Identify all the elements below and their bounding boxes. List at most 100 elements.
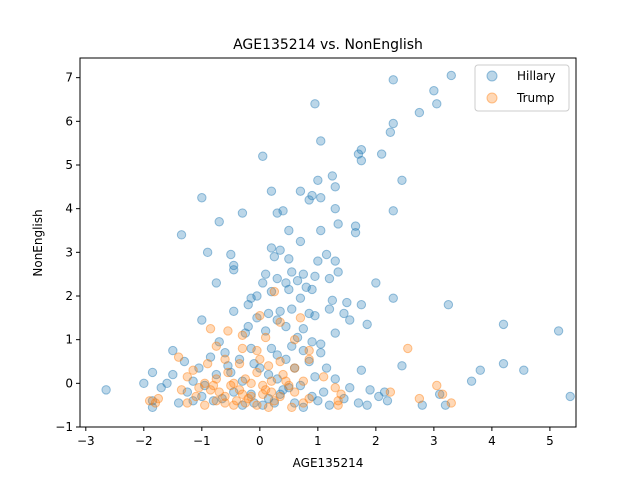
data-point-trump bbox=[289, 363, 300, 373]
data-point-hillary bbox=[417, 400, 427, 410]
data-point-hillary bbox=[307, 190, 317, 201]
data-point-hillary bbox=[252, 291, 262, 301]
data-point-hillary bbox=[179, 356, 190, 367]
data-point-hillary bbox=[223, 361, 233, 371]
data-point-trump bbox=[275, 356, 285, 367]
data-point-hillary bbox=[287, 267, 297, 277]
data-point-hillary bbox=[304, 195, 314, 205]
x-tick-label: 0 bbox=[256, 434, 264, 448]
data-point-hillary bbox=[345, 383, 355, 393]
x-tick-label: 3 bbox=[430, 434, 438, 448]
y-tick-label: −1 bbox=[55, 420, 73, 434]
data-point-hillary bbox=[434, 389, 445, 399]
data-point-trump bbox=[231, 396, 242, 406]
data-point-hillary bbox=[318, 387, 329, 397]
data-point-trump bbox=[240, 398, 251, 408]
y-tick-label: 0 bbox=[65, 376, 73, 390]
data-point-trump bbox=[269, 396, 280, 406]
data-point-hillary bbox=[310, 310, 320, 321]
data-point-trump bbox=[188, 365, 198, 375]
data-point-hillary bbox=[385, 127, 396, 137]
data-point-hillary bbox=[197, 391, 207, 402]
data-point-trump bbox=[446, 398, 456, 408]
data-point-hillary bbox=[234, 354, 245, 365]
data-point-hillary bbox=[330, 182, 340, 192]
data-point-hillary bbox=[249, 358, 259, 369]
data-point-trump bbox=[258, 389, 268, 399]
data-point-hillary bbox=[292, 332, 303, 343]
data-point-trump bbox=[437, 389, 448, 399]
data-point-trump bbox=[333, 396, 343, 406]
x-tick-label: −2 bbox=[135, 434, 153, 448]
data-point-trump bbox=[226, 380, 236, 391]
data-point-trump bbox=[263, 402, 274, 413]
data-point-trump bbox=[229, 400, 239, 410]
data-point-trump bbox=[255, 354, 265, 365]
data-point-hillary bbox=[269, 251, 280, 262]
data-point-hillary bbox=[356, 365, 367, 375]
plot-points bbox=[101, 70, 575, 413]
data-point-trump bbox=[200, 378, 210, 389]
data-point-hillary bbox=[327, 171, 338, 181]
data-point-hillary bbox=[156, 383, 166, 393]
data-point-hillary bbox=[205, 352, 216, 362]
data-point-trump bbox=[252, 345, 262, 356]
data-point-trump bbox=[304, 345, 314, 356]
data-point-hillary bbox=[350, 227, 361, 238]
data-point-trump bbox=[403, 343, 413, 354]
data-point-hillary bbox=[388, 75, 398, 85]
data-point-hillary bbox=[330, 203, 340, 214]
data-point-hillary bbox=[388, 118, 398, 129]
data-point-hillary bbox=[255, 363, 265, 373]
data-point-trump bbox=[432, 380, 442, 391]
data-point-hillary bbox=[252, 313, 262, 323]
legend-label-hillary: Hillary bbox=[517, 69, 555, 83]
data-point-hillary bbox=[330, 328, 340, 338]
data-point-hillary bbox=[292, 276, 303, 286]
data-point-trump bbox=[237, 343, 248, 354]
data-point-trump bbox=[336, 389, 346, 399]
y-tick-label: 4 bbox=[65, 202, 73, 216]
data-point-hillary bbox=[147, 396, 158, 406]
y-tick-label: 1 bbox=[65, 333, 73, 347]
data-point-trump bbox=[237, 330, 248, 340]
legend: Hillary Trump bbox=[474, 64, 570, 112]
data-point-hillary bbox=[275, 306, 285, 316]
data-point-trump bbox=[275, 391, 285, 402]
data-point-hillary bbox=[304, 356, 314, 367]
data-point-trump bbox=[287, 402, 297, 413]
x-tick-label: 1 bbox=[314, 434, 322, 448]
data-point-hillary bbox=[388, 206, 398, 216]
data-point-hillary bbox=[353, 398, 364, 408]
data-point-hillary bbox=[168, 369, 178, 380]
data-point-trump bbox=[260, 332, 271, 343]
x-axis-label: AGE135214 bbox=[293, 456, 364, 470]
data-point-hillary bbox=[307, 337, 317, 347]
data-point-trump bbox=[205, 385, 216, 395]
data-point-hillary bbox=[260, 326, 271, 336]
data-point-hillary bbox=[197, 193, 207, 203]
data-point-trump bbox=[295, 313, 306, 323]
data-point-hillary bbox=[362, 400, 372, 410]
data-point-hillary bbox=[237, 208, 248, 218]
x-tick-label: 4 bbox=[488, 434, 496, 448]
data-point-trump bbox=[237, 389, 248, 399]
data-point-trump bbox=[176, 385, 187, 395]
data-point-hillary bbox=[356, 155, 367, 166]
data-point-hillary bbox=[272, 273, 282, 284]
data-point-trump bbox=[275, 317, 285, 327]
data-point-hillary bbox=[345, 315, 355, 325]
data-point-trump bbox=[200, 400, 210, 410]
data-point-hillary bbox=[246, 389, 256, 399]
data-point-trump bbox=[298, 376, 309, 386]
data-point-hillary bbox=[397, 361, 407, 371]
data-point-hillary bbox=[295, 236, 306, 247]
data-point-hillary bbox=[173, 398, 184, 408]
data-point-trump bbox=[182, 372, 193, 382]
data-point-hillary bbox=[263, 369, 274, 380]
data-point-hillary bbox=[272, 315, 282, 325]
data-point-hillary bbox=[237, 376, 248, 386]
data-point-hillary bbox=[208, 396, 219, 406]
data-point-hillary bbox=[220, 348, 230, 358]
x-axis: −3 −2 −1 0 1 2 3 4 5 bbox=[77, 427, 554, 448]
